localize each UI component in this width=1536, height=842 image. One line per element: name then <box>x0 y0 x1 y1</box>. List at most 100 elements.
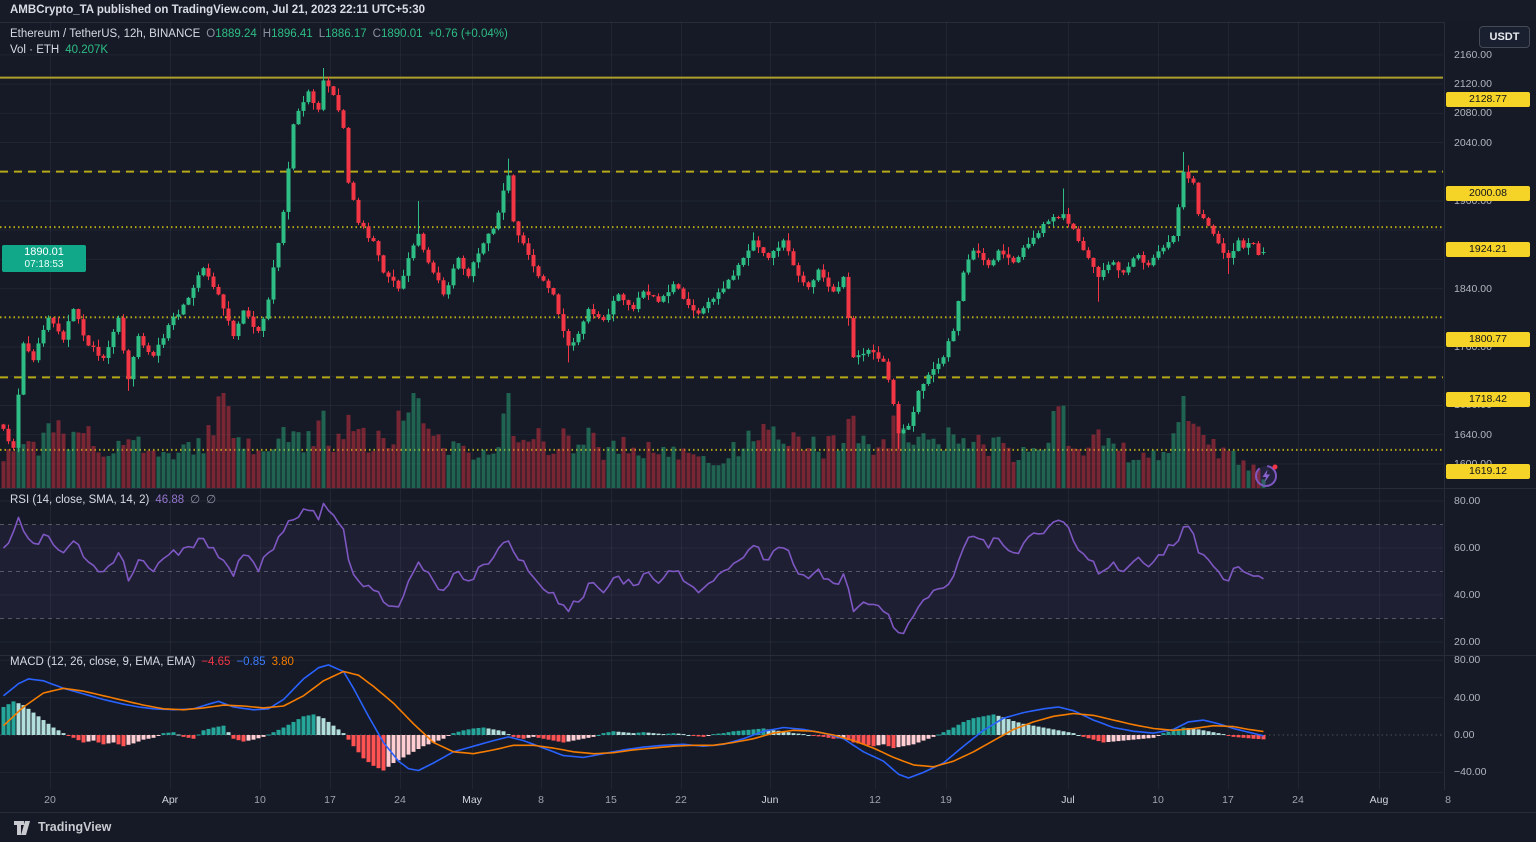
price-axis[interactable]: 2160.002120.002080.002040.001960.001840.… <box>1444 22 1536 790</box>
macd-histogram-bar <box>461 730 466 735</box>
volume-bar <box>1261 479 1266 488</box>
macd-histogram-bar <box>881 735 886 745</box>
volume-bar <box>21 444 26 488</box>
macd-histogram-bar <box>936 734 941 736</box>
currency-toggle-button[interactable]: USDT <box>1479 26 1530 48</box>
volume-bar <box>951 434 956 488</box>
price-axis-label: 2040.00 <box>1454 136 1492 149</box>
tradingview-brand-text[interactable]: TradingView <box>38 820 112 834</box>
volume-bar <box>276 438 281 488</box>
volume-bar <box>1256 469 1261 488</box>
macd-histogram-bar <box>1031 725 1036 735</box>
volume-bar <box>51 432 56 488</box>
macd-histogram-bar <box>926 735 931 739</box>
candle-body <box>831 286 836 292</box>
time-axis-day-label: 8 <box>1445 794 1451 806</box>
candle-body <box>771 250 776 258</box>
candle-body <box>161 338 166 345</box>
time-axis-day-label: 10 <box>1152 794 1164 806</box>
volume-bar <box>176 452 181 488</box>
volume-bar <box>131 440 136 488</box>
volume-bar <box>81 433 86 488</box>
low-value: 1886.17 <box>325 28 367 40</box>
macd-histogram-bar <box>346 735 351 740</box>
volume-bar <box>151 450 156 488</box>
volume-label[interactable]: Vol · ETH <box>10 44 60 56</box>
time-axis-day-label: 15 <box>605 794 617 806</box>
candle-body <box>1031 237 1036 244</box>
macd-histogram-bar <box>566 735 571 742</box>
macd-histogram-bar <box>1036 726 1041 735</box>
volume-bar <box>941 450 946 488</box>
macd-histogram-bar <box>611 731 616 735</box>
candle-body <box>576 333 581 343</box>
rsi-title[interactable]: RSI (14, close, SMA, 14, 2) <box>10 494 150 506</box>
macd-histogram-bar <box>126 735 131 745</box>
volume-bar <box>596 447 601 488</box>
candle-body <box>1171 236 1176 243</box>
candle-body <box>666 292 671 297</box>
candle-body <box>231 320 236 337</box>
symbol-name[interactable]: Ethereum / TetherUS, 12h, BINANCE <box>10 28 201 40</box>
level-price-badge: 1924.21 <box>1446 241 1530 257</box>
candle-body <box>726 279 731 289</box>
volume-bar <box>906 442 911 488</box>
level-price-badge: 2128.77 <box>1446 92 1530 108</box>
volume-bar <box>881 439 886 488</box>
volume-bar <box>111 453 116 488</box>
candle-body <box>901 429 906 434</box>
volume-bar <box>76 432 81 488</box>
flash-refresh-icon[interactable] <box>1253 462 1280 489</box>
publish-title: AMBCrypto_TA published on TradingView.co… <box>10 4 426 16</box>
macd-histogram-bar <box>351 735 356 747</box>
macd-histogram-bar <box>581 735 586 739</box>
macd-histogram-bar <box>1241 735 1246 738</box>
volume-bar <box>1026 451 1031 488</box>
candle-body <box>211 276 216 287</box>
volume-bar <box>1176 422 1181 488</box>
candle-body <box>141 336 146 346</box>
volume-bar <box>1061 405 1066 488</box>
macd-histogram-bar <box>41 720 46 735</box>
macd-histogram-bar <box>1216 733 1221 735</box>
macd-histogram-bar <box>1046 728 1051 735</box>
volume-bar <box>791 432 796 488</box>
volume-bar <box>856 443 861 488</box>
tradingview-logo-icon[interactable] <box>14 821 34 841</box>
candle-body <box>926 374 931 384</box>
macd-histogram-bar <box>1 706 6 735</box>
volume-bar <box>36 455 41 488</box>
chart-plot-area[interactable] <box>0 22 1536 790</box>
macd-histogram-bar <box>151 735 156 738</box>
volume-bar <box>716 465 721 488</box>
macd-histogram-bar <box>231 735 236 739</box>
volume-bar <box>776 439 781 488</box>
pane-divider-rsi-macd[interactable] <box>0 655 1536 656</box>
rsi-axis-label: 40.00 <box>1454 589 1481 601</box>
macd-title[interactable]: MACD (12, 26, close, 9, EMA, EMA) <box>10 656 196 668</box>
candle-body <box>671 284 676 293</box>
time-axis[interactable]: 20 Apr 10 17 24 May 8 15 22 Jun 12 19 Jul 10 17 24 Aug 8 <box>0 790 1536 812</box>
volume-bar <box>306 431 311 488</box>
candle-body <box>396 280 401 289</box>
candle-body <box>81 319 86 336</box>
candle-body <box>631 304 636 310</box>
macd-histogram-bar <box>56 730 61 735</box>
candle-body <box>496 212 501 229</box>
volume-bar <box>376 430 381 488</box>
macd-histogram-bar <box>676 733 681 735</box>
level-price-badge: 1800.77 <box>1446 331 1530 347</box>
open-label: O <box>206 28 216 40</box>
volume-bar <box>521 439 526 488</box>
macd-histogram-bar <box>301 716 306 735</box>
candle-body <box>1176 207 1181 237</box>
pane-divider-price-rsi[interactable] <box>0 488 1536 489</box>
volume-bar <box>481 449 486 488</box>
candle-body <box>841 276 846 288</box>
volume-bar <box>641 458 646 488</box>
candle-body <box>696 310 701 314</box>
macd-histogram-bar <box>831 735 836 739</box>
macd-histogram-bar <box>96 735 101 743</box>
volume-bar <box>1096 429 1101 488</box>
